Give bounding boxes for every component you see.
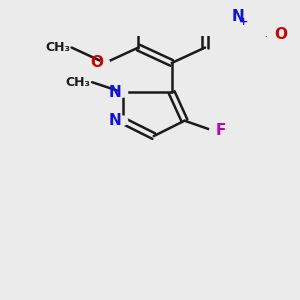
Text: CH₃: CH₃ [66,76,91,89]
Circle shape [234,12,243,21]
Text: N: N [109,113,122,128]
Text: F: F [216,124,226,139]
Circle shape [118,88,128,97]
Text: O: O [274,27,287,42]
Text: O: O [232,0,245,2]
Circle shape [267,30,276,39]
Text: +: + [238,17,248,27]
Circle shape [209,126,219,136]
Text: N: N [232,9,245,24]
Text: O: O [91,56,104,70]
Circle shape [100,58,109,68]
Circle shape [118,116,128,125]
Text: CH₃: CH₃ [45,41,70,54]
Text: N: N [109,85,122,100]
